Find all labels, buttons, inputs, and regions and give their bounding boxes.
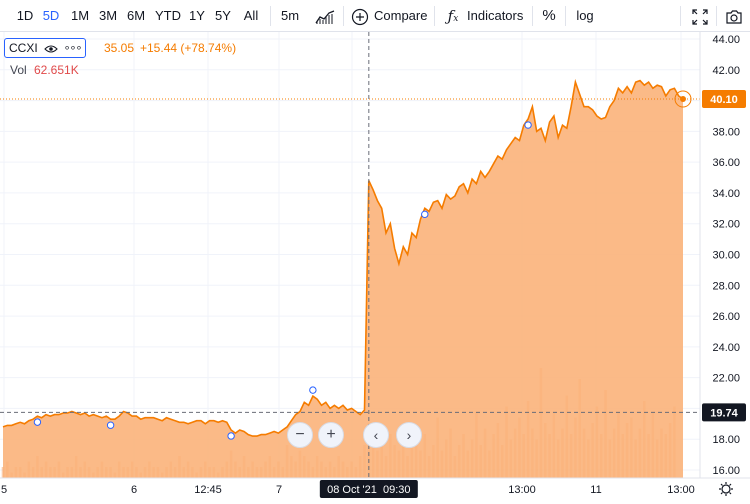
current-price-label: 40.10 [710,94,738,106]
time-highlight-badge: 08 Oct '21 09:30 [319,480,418,498]
toolbar-separator [270,6,271,26]
event-markers [33,121,532,440]
camera-icon[interactable] [722,0,746,32]
price-tick-label: 30.00 [712,250,740,262]
toolbar-separator [680,6,681,26]
time-highlight-label: 08 Oct '21 09:30 [327,484,410,496]
price-area [3,80,683,478]
volume-legend-label: Vol [10,63,27,77]
symbol-legend-box[interactable]: CCXI ∘∘∘ [4,38,87,58]
price-tick-label: 24.00 [712,342,740,354]
toolbar-separator [565,6,566,26]
price-tick-label: 32.00 [712,219,740,231]
legend-price: 35.05 [104,41,135,55]
price-tick-label: 36.00 [712,157,740,169]
toolbar-separator [434,6,435,26]
range-ytd-button[interactable]: YTD [155,8,181,23]
price-tick-label: 28.00 [712,280,740,292]
fx-indicators-icon[interactable]: ƒx [447,7,459,25]
previous-close-badge: 19.74 [702,403,746,422]
current-price-badge: 40.10 [702,90,746,109]
event-marker-dot [33,418,42,426]
zoom-out-button[interactable]: − [287,422,313,448]
toolbar-separator [532,6,533,26]
fullscreen-icon[interactable] [688,0,712,32]
price-tick-label: 26.00 [712,311,740,323]
event-marker-dot [524,121,532,129]
price-tick-label: 38.00 [712,126,740,138]
log-button[interactable]: log [576,8,594,23]
range-1y-button[interactable]: 1Y [189,8,205,23]
scroll-left-button[interactable]: ‹ [363,422,389,448]
event-marker-dot [106,421,115,429]
range-all-button[interactable]: All [243,8,259,23]
event-marker-dot [309,386,317,394]
settings-gear-icon[interactable] [719,482,733,496]
time-tick-label: 6 [131,484,137,496]
indicators-button[interactable]: Indicators [467,8,524,23]
toolbar-separator [716,6,717,26]
price-chart[interactable]: 44.0042.0040.0038.0036.0034.0032.0030.00… [0,32,750,504]
zoom-in-button[interactable]: + [318,422,344,448]
more-options-icon[interactable]: ∘∘∘ [63,42,83,54]
price-tick-label: 34.00 [712,188,740,200]
price-tick-label: 44.00 [712,34,740,46]
time-tick-label: 5 [1,484,7,496]
last-price-ring [674,90,692,108]
time-tick-label: 7 [276,484,282,496]
time-tick-label: 13:00 [508,484,536,496]
compare-plus-icon[interactable] [350,0,370,32]
event-marker-dot [227,432,235,440]
price-tick-label: 18.00 [712,434,740,446]
range-5d-button[interactable]: 5D [42,8,60,23]
percent-button[interactable]: % [542,7,556,24]
range-1m-button[interactable]: 1M [70,8,90,23]
range-6m-button[interactable]: 6M [126,8,146,23]
price-tick-label: 22.00 [712,373,740,385]
last-price-dot [680,96,686,103]
time-tick-label: 13:00 [667,484,695,496]
volume-legend-value: 62.651K [34,63,79,77]
price-tick-label: 42.00 [712,65,740,77]
range-3m-button[interactable]: 3M [98,8,118,23]
range-5y-button[interactable]: 5Y [215,8,231,23]
event-marker-dot [421,210,429,219]
time-tick-label: 11 [590,484,601,496]
previous-close-label: 19.74 [710,407,738,419]
range-1d-button[interactable]: 1D [16,8,34,23]
compare-button[interactable]: Compare [374,8,428,23]
symbol-name: CCXI [9,41,38,55]
toolbar-separator [343,6,344,26]
price-line [2,78,684,437]
bars-style-icon[interactable] [312,0,338,32]
chart-toolbar: 1D 5D 1M 3M 6M YTD 1Y 5Y All 5m Compare … [0,0,750,32]
price-tick-label: 16.00 [712,465,740,477]
time-tick-label: 12:45 [194,484,222,496]
interval-button[interactable]: 5m [280,8,300,23]
legend-change: +15.44 (+78.74%) [140,41,237,55]
eye-icon[interactable] [43,39,58,57]
scroll-right-button[interactable]: › [396,422,422,448]
